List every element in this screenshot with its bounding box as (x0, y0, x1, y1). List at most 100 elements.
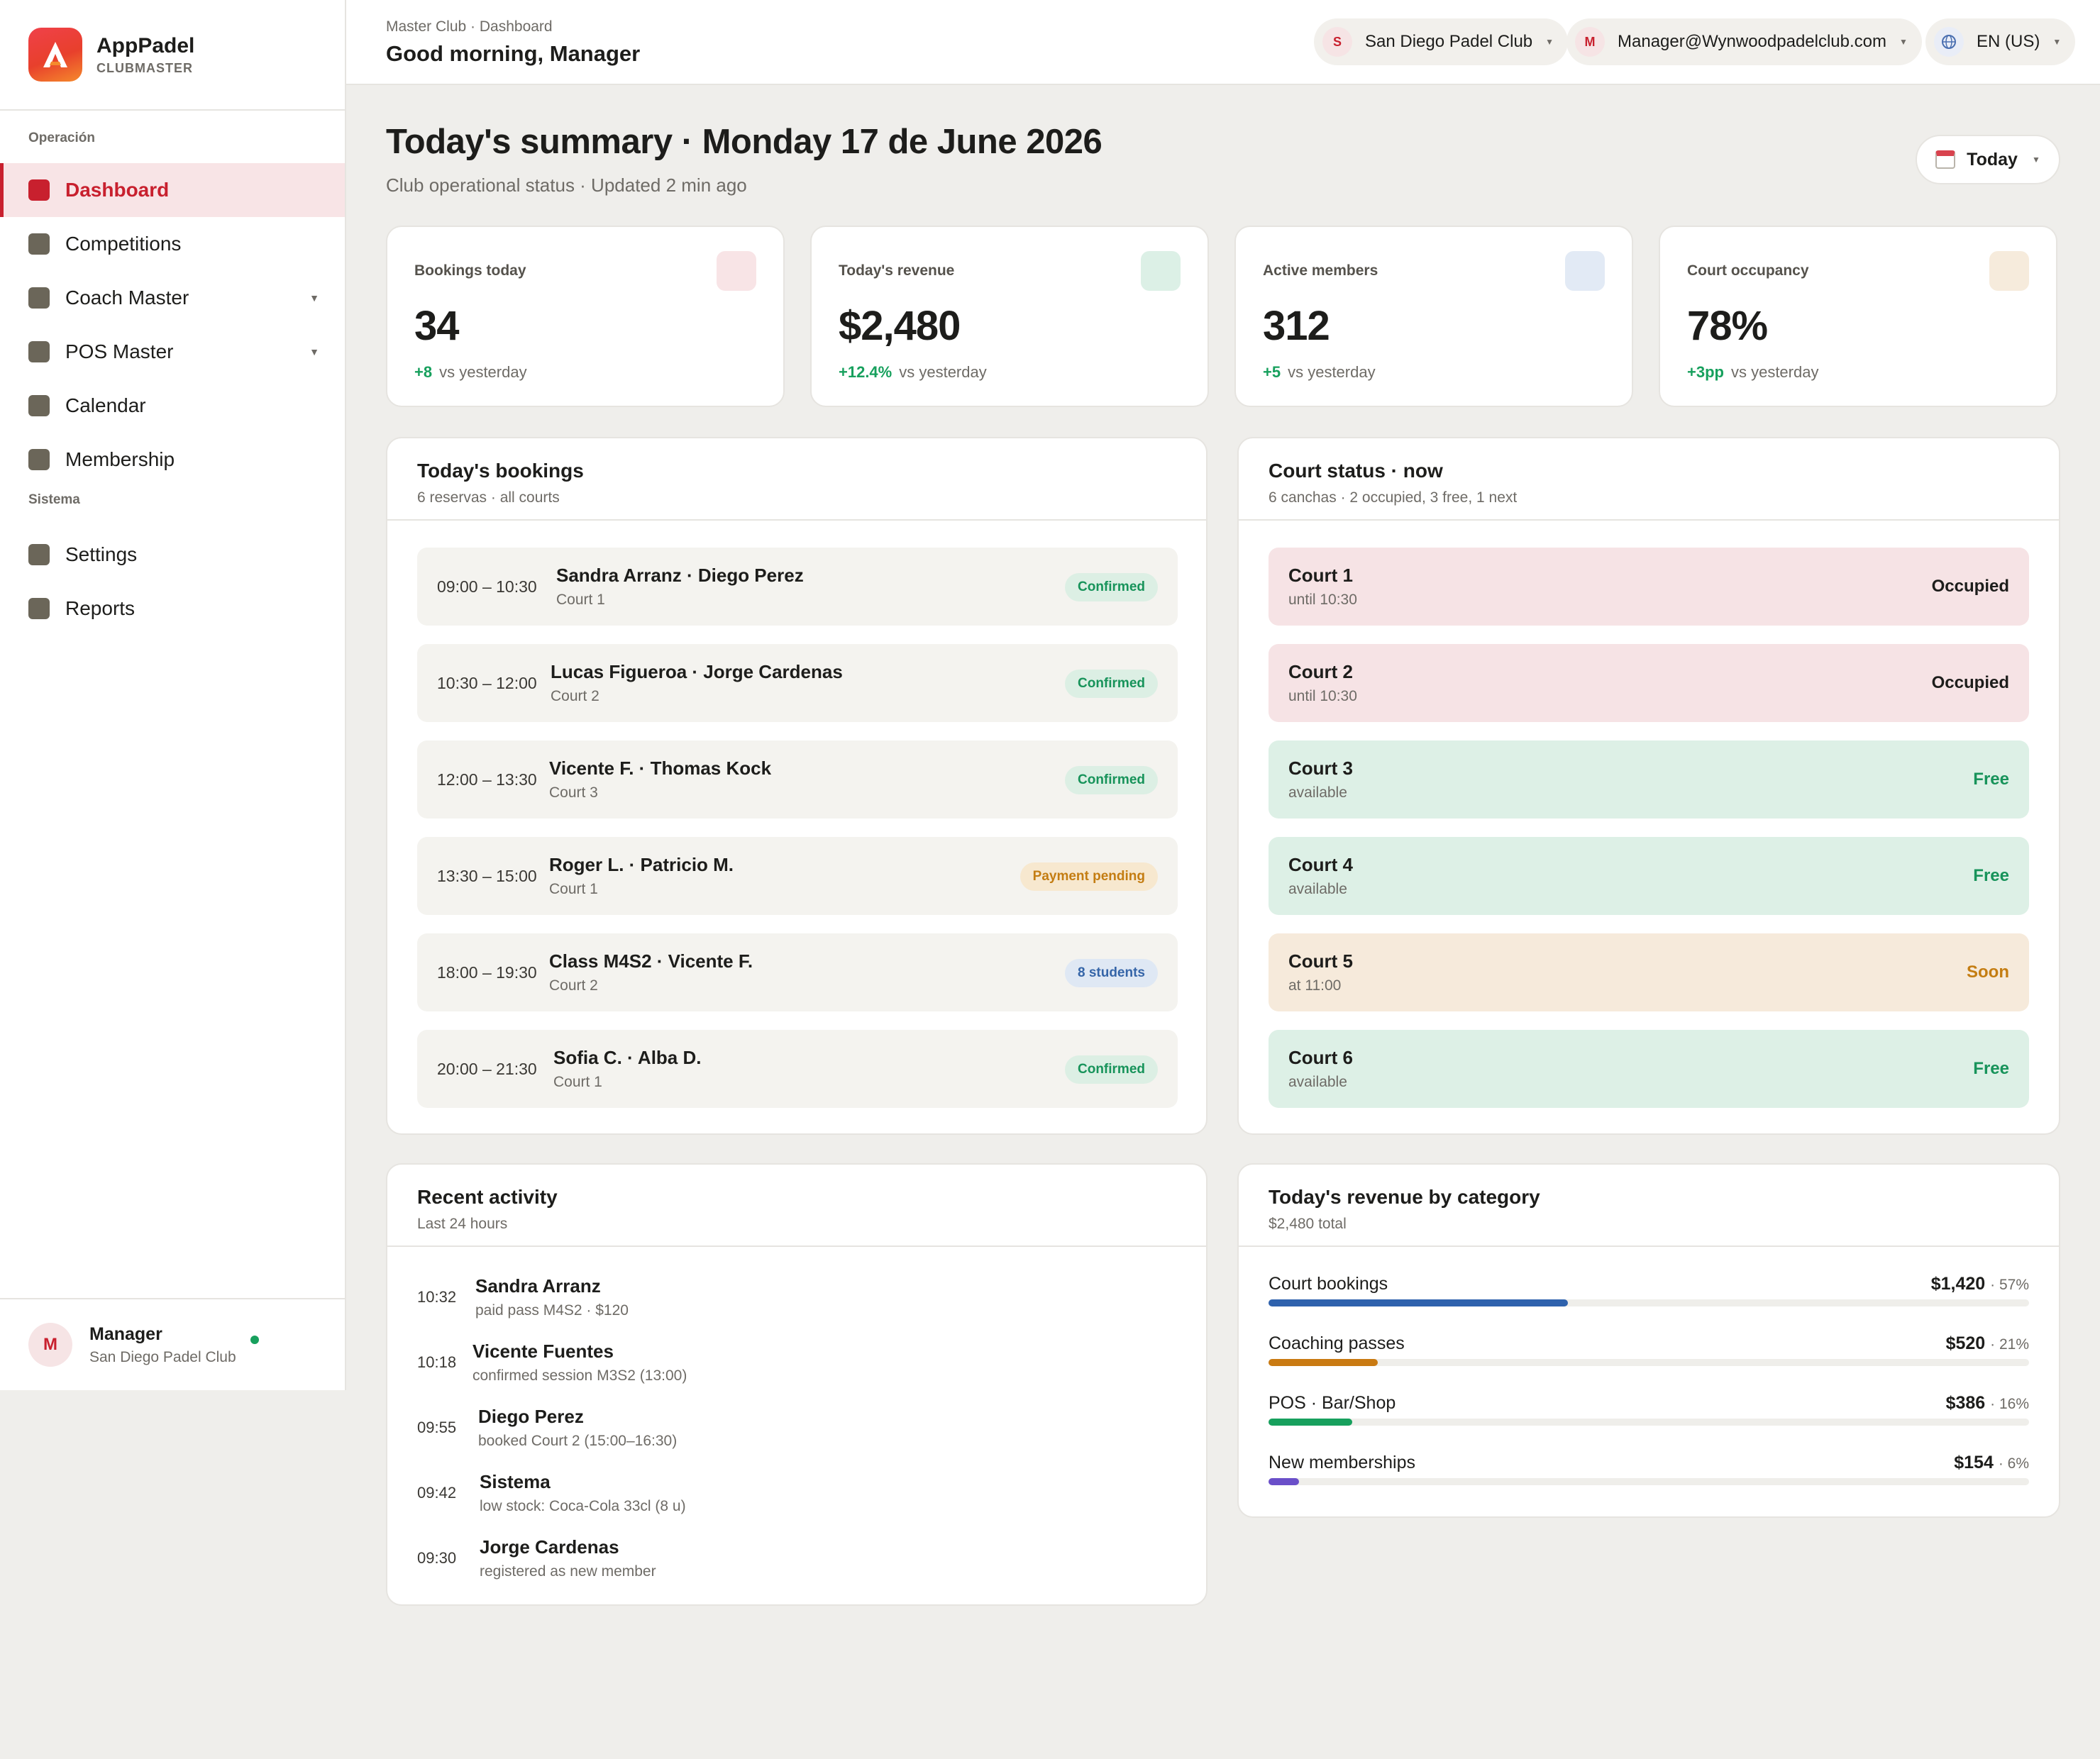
dashboard-icon (28, 179, 50, 201)
activity-item[interactable]: 09:55 Diego Perez booked Court 2 (15:00–… (417, 1406, 1176, 1463)
activity-description: registered as new member (480, 1563, 656, 1580)
kpi-label: Today's revenue (839, 262, 955, 279)
revenue-bar-track (1269, 1478, 2029, 1485)
booking-row[interactable]: 09:00 – 10:30 Sandra Arranz · Diego Pere… (417, 548, 1178, 626)
language-selector-label: EN (US) (1977, 32, 2040, 51)
court-info: until 10:30 (1288, 592, 1357, 608)
activity-description: low stock: Coca-Cola 33cl (8 u) (480, 1498, 686, 1514)
chevron-down-icon: ▼ (309, 346, 319, 357)
booking-time: 09:00 – 10:30 (437, 577, 537, 596)
period-selector-button[interactable]: Today ▼ (1916, 135, 2060, 184)
court-card[interactable]: Court 5 at 11:00 Soon (1269, 933, 2029, 1011)
court-state: Free (1973, 866, 2009, 885)
account-selector[interactable]: M Manager@Wynwoodpadelclub.com ▼ (1566, 18, 1922, 65)
kpi-label: Active members (1263, 262, 1378, 279)
court-name: Court 2 (1288, 661, 1353, 682)
kpi-icon (1565, 251, 1605, 291)
sidebar-item-competitions[interactable]: Competitions (0, 217, 345, 271)
sidebar-item-label: Reports (65, 597, 136, 619)
language-selector[interactable]: EN (US) ▼ (1925, 18, 2076, 65)
court-card[interactable]: Court 3 available Free (1269, 740, 2029, 819)
court-name: Court 5 (1288, 950, 1353, 972)
sidebar-item-membership[interactable]: Membership (0, 433, 345, 487)
sidebar-item-coach-master[interactable]: Coach Master ▼ (0, 271, 345, 325)
court-name: Court 6 (1288, 1047, 1353, 1068)
booking-court: Court 1 (556, 592, 605, 608)
kpi-delta-value: +12.4% (839, 363, 892, 381)
activity-item[interactable]: 09:42 Sistema low stock: Coca-Cola 33cl … (417, 1471, 1176, 1528)
revenue-bar-track (1269, 1299, 2029, 1306)
court-state: Occupied (1931, 673, 2009, 692)
court-card[interactable]: Court 6 available Free (1269, 1030, 2029, 1108)
chevron-down-icon: ▼ (2052, 37, 2062, 47)
panel-title: Today's bookings (417, 460, 584, 482)
booking-row[interactable]: 12:00 – 13:30 Vicente F. · Thomas Kock C… (417, 740, 1178, 819)
revenue-row: Coaching passes $520 · 21% (1269, 1333, 2029, 1383)
activity-description: confirmed session M3S2 (13:00) (472, 1367, 687, 1384)
booking-court: Court 2 (549, 977, 598, 994)
user-club: San Diego Padel Club (89, 1348, 236, 1365)
revenue-row: Court bookings $1,420 · 57% (1269, 1274, 2029, 1324)
revenue-value: $1,420 (1930, 1274, 1986, 1294)
booking-row[interactable]: 10:30 – 12:00 Lucas Figueroa · Jorge Car… (417, 644, 1178, 722)
booking-time: 13:30 – 15:00 (437, 866, 537, 885)
activity-item[interactable]: 10:18 Vicente Fuentes confirmed session … (417, 1341, 1176, 1397)
revenue-amount: $154 · 6% (1954, 1453, 2029, 1473)
club-avatar: S (1322, 27, 1352, 57)
court-card[interactable]: Court 2 until 10:30 Occupied (1269, 644, 2029, 722)
revenue-row: New memberships $154 · 6% (1269, 1453, 2029, 1502)
account-avatar: M (1575, 27, 1605, 57)
chevron-down-icon: ▼ (309, 292, 319, 304)
booking-players: Vicente F. · Thomas Kock (549, 758, 772, 779)
club-selector[interactable]: S San Diego Padel Club ▼ (1314, 18, 1569, 65)
revenue-percent: · 16% (1990, 1396, 2029, 1412)
court-card[interactable]: Court 4 available Free (1269, 837, 2029, 915)
kpi-delta-note: vs yesterday (899, 363, 987, 381)
kpi-delta: +3pp vs yesterday (1687, 363, 1818, 382)
settings-icon (28, 544, 50, 565)
sidebar-item-calendar[interactable]: Calendar (0, 379, 345, 433)
kpi-card-occupancy[interactable]: Court occupancy 78% +3pp vs yesterday (1659, 226, 2057, 407)
activity-time: 09:42 (417, 1484, 457, 1502)
sidebar-item-pos-master[interactable]: POS Master ▼ (0, 325, 345, 379)
status-badge: Confirmed (1065, 766, 1158, 794)
activity-actor: Vicente Fuentes (472, 1341, 614, 1362)
revenue-value: $520 (1945, 1333, 1986, 1353)
court-card[interactable]: Court 1 until 10:30 Occupied (1269, 548, 2029, 626)
kpi-card-members[interactable]: Active members 312 +5 vs yesterday (1234, 226, 1633, 407)
booking-row[interactable]: 13:30 – 15:00 Roger L. · Patricio M. Cou… (417, 837, 1178, 915)
avatar: M (28, 1323, 72, 1367)
kpi-delta-note: vs yesterday (1730, 363, 1819, 381)
revenue-row: POS · Bar/Shop $386 · 16% (1269, 1393, 2029, 1443)
booking-time: 10:30 – 12:00 (437, 673, 537, 692)
kpi-delta: +8 vs yesterday (414, 363, 527, 382)
court-info: available (1288, 881, 1347, 897)
nav-section-sistema: Sistema (28, 492, 80, 507)
kpi-card-bookings[interactable]: Bookings today 34 +8 vs yesterday (386, 226, 785, 407)
brand-subtitle: CLUBMASTER (96, 60, 193, 75)
sidebar-user[interactable]: M Manager San Diego Padel Club (0, 1298, 345, 1390)
booking-players: Lucas Figueroa · Jorge Cardenas (551, 661, 843, 682)
kpi-icon (717, 251, 756, 291)
kpi-card-revenue[interactable]: Today's revenue $2,480 +12.4% vs yesterda… (810, 226, 1209, 407)
activity-item[interactable]: 09:30 Jorge Cardenas registered as new m… (417, 1536, 1176, 1593)
nav-section-operacion: Operación (28, 131, 95, 145)
brand[interactable]: AppPadel CLUBMASTER (0, 0, 345, 111)
chevron-down-icon: ▼ (2031, 155, 2040, 165)
globe-icon (1934, 27, 1964, 57)
booking-row[interactable]: 18:00 – 19:30 Class M4S2 · Vicente F. Co… (417, 933, 1178, 1011)
court-state: Occupied (1931, 577, 2009, 596)
kpi-delta: +12.4% vs yesterday (839, 363, 987, 382)
activity-item[interactable]: 10:32 Sandra Arranz paid pass M4S2 · $12… (417, 1275, 1176, 1332)
booking-court: Court 1 (553, 1074, 602, 1090)
chevron-down-icon: ▼ (1545, 37, 1554, 47)
revenue-category: Court bookings (1269, 1274, 1388, 1294)
coach-master-icon (28, 287, 50, 309)
court-name: Court 1 (1288, 565, 1353, 586)
court-name: Court 3 (1288, 758, 1353, 779)
revenue-bar-fill (1269, 1419, 1352, 1426)
sidebar-item-reports[interactable]: Reports (0, 582, 345, 636)
sidebar-item-dashboard[interactable]: Dashboard (0, 163, 345, 217)
booking-row[interactable]: 20:00 – 21:30 Sofia C. · Alba D. Court 1… (417, 1030, 1178, 1108)
sidebar-item-settings[interactable]: Settings (0, 528, 345, 582)
